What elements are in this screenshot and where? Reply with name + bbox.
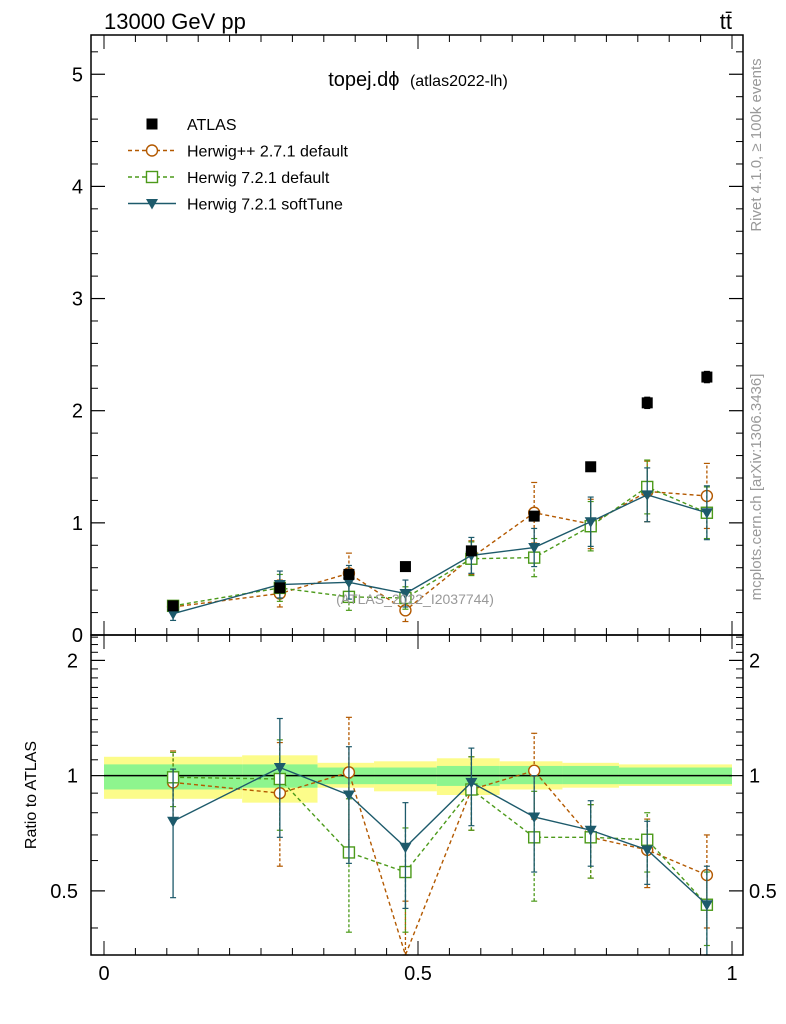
legend-label-h721soft: Herwig 7.2.1 softTune (187, 197, 343, 214)
ratio-frame (90, 634, 744, 956)
legend-marker-hpp271 (145, 144, 159, 157)
watermark: (ATLAS_2022_I2037744) (336, 591, 494, 607)
ratio-xtick-label: 1 (726, 963, 737, 985)
point-h721soft (641, 845, 654, 856)
ratio-ytick-label-right: 0.5 (749, 881, 777, 903)
point-h721soft (641, 490, 654, 501)
legend-marker-h721soft (146, 199, 158, 210)
point-h721soft (342, 790, 355, 802)
energy-label: 13000 GeV pp (104, 9, 246, 34)
point-atlas (701, 371, 713, 383)
point-atlas (528, 510, 540, 522)
process-label: tt̄ (720, 9, 732, 34)
point-h721soft (528, 812, 541, 823)
point-atlas (585, 461, 597, 473)
legend-marker-atlas (146, 118, 158, 130)
ratio-panel: 0.5 0.5 1 1 2 2 0 0.5 1 Ratio to ATLAS (23, 634, 777, 985)
main-ytick-label: 0 (72, 625, 83, 647)
point-atlas (274, 582, 286, 594)
legend-label-h721def: Herwig 7.2.1 default (187, 170, 330, 187)
point-h721soft (399, 842, 412, 854)
point-h721soft (465, 777, 478, 789)
point-atlas (641, 397, 653, 409)
ratio-ytick-label-right: 2 (749, 650, 760, 672)
main-ytick-label: 1 (72, 513, 83, 535)
point-atlas (399, 561, 411, 573)
point-h721soft (528, 543, 541, 554)
point-h721soft (700, 508, 713, 519)
plot-title-main: topej.dϕ (328, 69, 399, 91)
side-label-top: Rivet 4.1.0, ≥ 100k events (748, 58, 765, 231)
point-h721soft (167, 816, 180, 828)
ratio-ytick-label: 1 (67, 766, 78, 788)
ratio-ytick-label-right: 1 (749, 766, 760, 788)
ratio-ytick-label: 2 (67, 650, 78, 672)
ratio-xtick-label: 0.5 (404, 963, 432, 985)
point-h721soft (167, 609, 180, 620)
ratio-ytick-label: 0.5 (50, 881, 78, 903)
point-hpp271 (527, 764, 541, 777)
point-atlas (465, 545, 477, 557)
legend-label-atlas: ATLAS (187, 117, 237, 134)
point-h721soft (700, 900, 713, 911)
point-atlas (343, 568, 355, 580)
ratio-ylabel: Ratio to ATLAS (23, 741, 40, 849)
point-h721soft (399, 589, 412, 600)
main-ytick-label: 5 (72, 64, 83, 86)
legend: ATLAS Herwig++ 2.7.1 default Herwig 7.2.1 … (128, 117, 349, 214)
plot-title: topej.dϕ (atlas2022-lh) (328, 69, 508, 91)
main-ytick-label: 3 (72, 289, 83, 311)
main-ytick-label: 2 (72, 401, 83, 423)
plot-title-sub: (atlas2022-lh) (410, 73, 508, 90)
main-panel: 0 1 2 3 4 5 topej.dϕ (atlas2022-lh) (ATLAS_20… (72, 34, 744, 647)
point-h721soft (584, 825, 597, 837)
point-atlas (167, 600, 179, 612)
main-ytick-label: 4 (72, 176, 83, 198)
point-h721soft (273, 763, 286, 774)
legend-marker-h721def (145, 170, 159, 184)
ratio-xtick-label: 0 (98, 963, 109, 985)
legend-label-hpp271: Herwig++ 2.7.1 default (187, 144, 349, 161)
side-label-bottom: mcplots.cern.ch [arXiv:1306.3436] (748, 374, 765, 601)
point-h721soft (342, 577, 355, 589)
point-h721soft (584, 517, 597, 528)
